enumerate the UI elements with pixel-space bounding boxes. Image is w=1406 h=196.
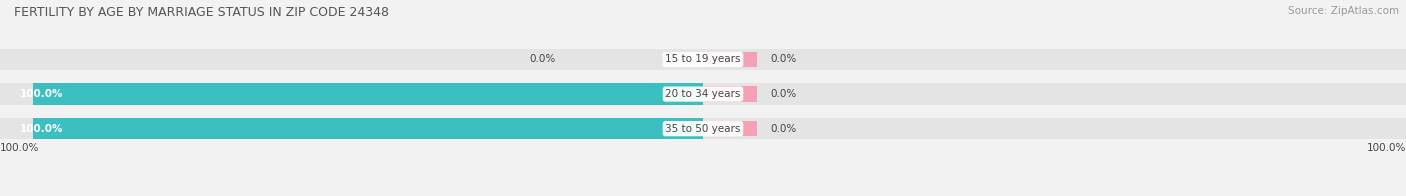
Text: 100.0%: 100.0% <box>20 124 63 134</box>
Text: 100.0%: 100.0% <box>20 89 63 99</box>
Text: 100.0%: 100.0% <box>0 143 39 153</box>
Bar <box>703 52 756 67</box>
Text: 100.0%: 100.0% <box>1367 143 1406 153</box>
Bar <box>703 86 756 102</box>
Bar <box>703 121 756 136</box>
Bar <box>0 118 1406 139</box>
Text: 0.0%: 0.0% <box>770 89 796 99</box>
Text: FERTILITY BY AGE BY MARRIAGE STATUS IN ZIP CODE 24348: FERTILITY BY AGE BY MARRIAGE STATUS IN Z… <box>14 6 389 19</box>
Bar <box>0 49 1406 70</box>
Text: 0.0%: 0.0% <box>770 124 796 134</box>
Text: 0.0%: 0.0% <box>770 54 796 64</box>
Text: 20 to 34 years: 20 to 34 years <box>665 89 741 99</box>
Text: 35 to 50 years: 35 to 50 years <box>665 124 741 134</box>
Text: 0.0%: 0.0% <box>530 54 555 64</box>
Bar <box>34 118 703 139</box>
Text: Source: ZipAtlas.com: Source: ZipAtlas.com <box>1288 6 1399 16</box>
Bar <box>0 83 1406 105</box>
Text: 15 to 19 years: 15 to 19 years <box>665 54 741 64</box>
Bar <box>34 83 703 105</box>
